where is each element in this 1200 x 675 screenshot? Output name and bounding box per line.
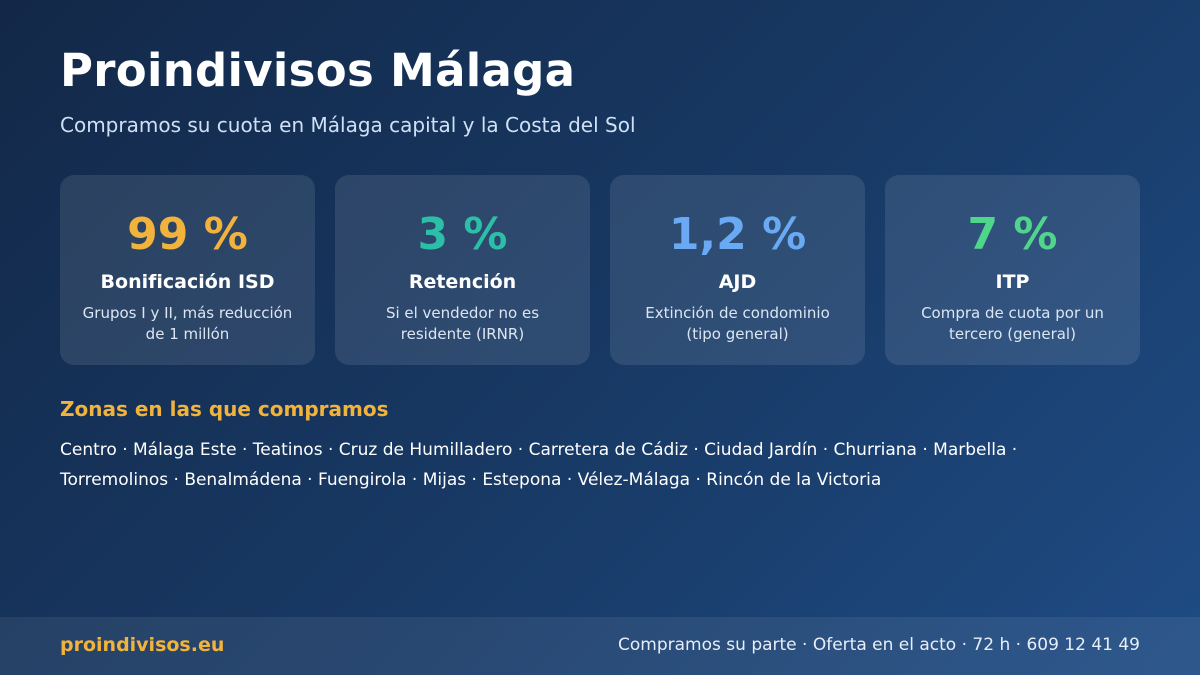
subtitle: Compramos su cuota en Málaga capital y l…	[60, 113, 636, 137]
footer: proindivisos.eu Compramos su parte · Ofe…	[0, 617, 1200, 675]
title: Proindivisos Málaga	[60, 44, 576, 97]
card-label: ITP	[995, 271, 1030, 293]
card-description: Si el vendedor no es residente (IRNR)	[385, 304, 540, 343]
card: 99 % Bonificación ISD Grupos I y II, más…	[60, 175, 315, 365]
card-value: 1,2 %	[668, 209, 807, 260]
card: 1,2 % AJD Extinción de condominio (tipo …	[610, 175, 865, 365]
card-value: 99 %	[127, 209, 248, 260]
card-description: Compra de cuota por un tercero (general)	[921, 304, 1104, 343]
site-link[interactable]: proindivisos.eu	[60, 634, 225, 656]
zones-title: Zonas en las que compramos	[60, 397, 389, 421]
card: 3 % Retención Si el vendedor no es resid…	[335, 175, 590, 365]
card-label: Retención	[408, 271, 517, 293]
zones-list: Centro · Málaga Este · Teatinos · Cruz d…	[60, 440, 1018, 490]
card-value: 7 %	[967, 209, 1058, 260]
card-description: Grupos I y II, más reducción de 1 millón	[82, 304, 293, 343]
card-value: 3 %	[417, 209, 508, 260]
card: 7 % ITP Compra de cuota por un tercero (…	[885, 175, 1140, 365]
contact: Compramos su parte · Oferta en el acto ·…	[618, 635, 1140, 655]
card-label: AJD	[718, 271, 757, 293]
cards: 99 % Bonificación ISD Grupos I y II, más…	[60, 175, 1140, 365]
card-description: Extinción de condominio (tipo general)	[645, 304, 830, 343]
card-label: Bonificación ISD	[100, 271, 275, 293]
